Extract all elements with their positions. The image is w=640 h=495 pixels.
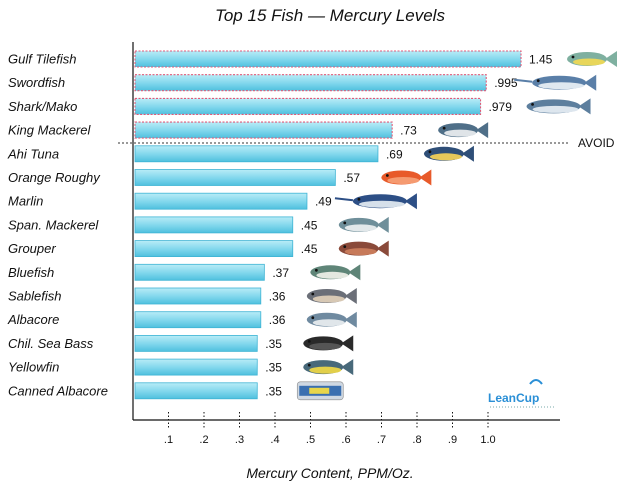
x-tick-label: .2	[199, 434, 208, 446]
category-label: Orange Roughy	[8, 170, 101, 185]
x-tick-label: 1.0	[480, 434, 495, 446]
bar-marlin	[134, 192, 308, 210]
bar-gulf-tilefish	[134, 50, 522, 68]
value-label: 1.45	[529, 53, 553, 67]
category-label: Shark/Mako	[8, 99, 77, 114]
value-label: .69	[386, 147, 403, 161]
bar-shark-mako	[134, 97, 482, 115]
swordfish-icon	[514, 74, 597, 91]
leancup-logo: LeanCup	[488, 379, 555, 408]
spanish-mackerel-icon	[338, 216, 389, 233]
bar-sablefish	[134, 287, 262, 305]
marlin-icon	[334, 193, 417, 210]
x-ticks: .1 .2 .3 .4 .5 .6 .7 .8 .9 1.0	[164, 412, 496, 446]
x-tick-label: .6	[341, 434, 350, 446]
x-tick-label: .8	[412, 434, 421, 446]
category-labels: Gulf Tilefish Swordfish Shark/Mako King Mac…	[7, 52, 108, 399]
value-label: .49	[315, 195, 332, 209]
logo-text: LeanCup	[488, 391, 539, 405]
value-label: .45	[301, 218, 318, 232]
value-label: .979	[489, 100, 513, 114]
bar-canned-albacore	[134, 382, 258, 400]
bar-span-mackerel	[134, 216, 294, 234]
bar-king-mackerel	[134, 121, 393, 139]
category-label: Albacore	[7, 312, 59, 327]
category-label: Grouper	[8, 241, 56, 256]
bluefish-icon	[310, 264, 361, 281]
x-tick-label: .1	[164, 434, 173, 446]
category-label: Swordfish	[8, 75, 65, 90]
category-label: Ahi Tuna	[7, 146, 59, 161]
category-label: Marlin	[8, 194, 43, 209]
category-label: Gulf Tilefish	[8, 52, 77, 67]
x-tick-label: .5	[306, 434, 315, 446]
shark-icon	[526, 98, 591, 115]
value-label: .36	[269, 313, 286, 327]
x-tick-label: .7	[377, 434, 386, 446]
sea-bass-icon	[303, 335, 354, 352]
x-tick-label: .4	[270, 434, 279, 446]
category-label: Sablefish	[8, 289, 61, 304]
tilefish-icon	[567, 51, 617, 67]
bar-albacore	[134, 311, 262, 329]
ahi-tuna-icon	[423, 145, 474, 162]
value-label: .35	[265, 384, 282, 398]
chart-title: Top 15 Fish — Mercury Levels	[215, 6, 445, 25]
bar-orange-roughy	[134, 169, 336, 186]
orange-roughy-icon	[381, 169, 432, 186]
avoid-label: AVOID	[578, 136, 615, 150]
value-label: .45	[301, 242, 318, 256]
x-tick-label: .3	[235, 434, 244, 446]
value-label: .35	[265, 361, 282, 375]
value-labels: 1.45 .995 .979 .73 .69 .57 .49 .45 .45 .37 .36 .36.…	[265, 53, 552, 399]
grouper-icon	[338, 240, 389, 257]
bar-bluefish	[134, 263, 265, 281]
value-label: .995	[494, 76, 518, 90]
category-label: Chil. Sea Bass	[8, 336, 94, 351]
bar-chil-sea-bass	[134, 334, 258, 352]
bar-grouper	[134, 240, 294, 258]
bar-swordfish	[134, 74, 487, 92]
value-label: .57	[343, 171, 360, 185]
sablefish-icon	[306, 288, 357, 304]
bar-ahi-tuna	[134, 145, 379, 163]
fish-icons	[296, 51, 617, 401]
value-label: .36	[269, 290, 286, 304]
value-label: .37	[272, 266, 289, 280]
tuna-can-icon	[296, 381, 344, 401]
x-axis-label: Mercury Content, PPM/Oz.	[246, 465, 413, 481]
category-label: Bluefish	[8, 265, 54, 280]
category-label: King Mackerel	[8, 123, 91, 138]
bar-yellowfin	[134, 358, 258, 376]
bars-layer	[134, 50, 522, 400]
albacore-icon	[306, 311, 357, 328]
category-label: Span. Mackerel	[8, 217, 99, 232]
category-label: Yellowfin	[8, 360, 59, 375]
category-label: Canned Albacore	[8, 383, 108, 398]
value-label: .35	[265, 337, 282, 351]
value-label: .73	[400, 124, 417, 138]
x-tick-label: .9	[448, 434, 457, 446]
yellowfin-icon	[303, 359, 354, 376]
king-mackerel-icon	[438, 122, 489, 139]
